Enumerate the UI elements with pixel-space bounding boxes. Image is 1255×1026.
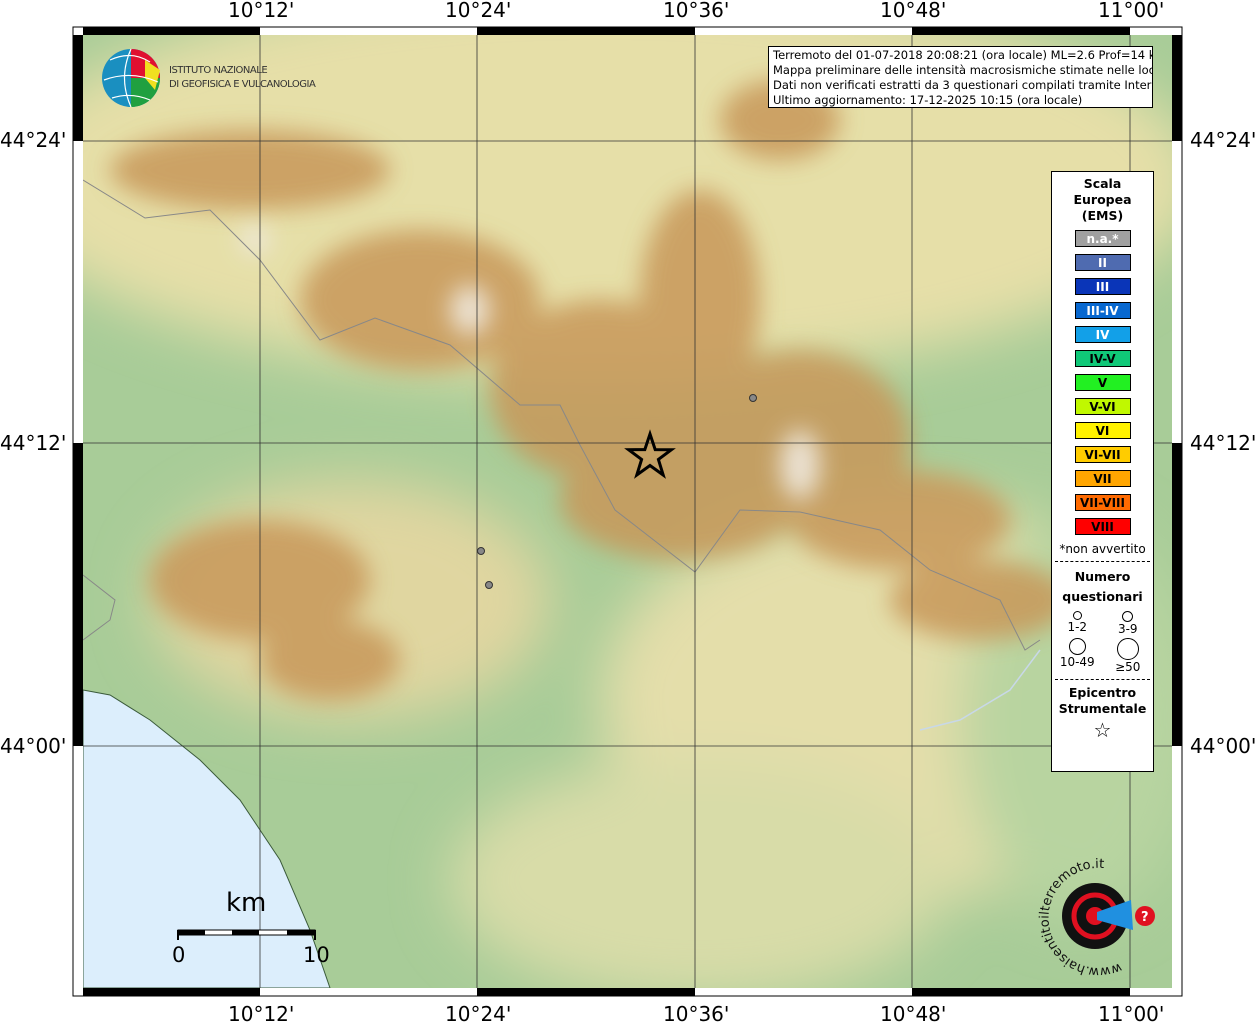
divider [1055,679,1150,680]
tick-bottom: 10°24' [445,1002,512,1026]
intensity-swatch: III [1074,278,1131,295]
intensity-swatch: II [1074,254,1131,271]
scale-end: 10 [303,943,330,967]
questionnaire-point [485,581,493,589]
intensity-swatch: V [1074,374,1131,391]
divider [1055,561,1150,562]
questionnaire-title: questionari [1062,589,1143,604]
star-icon: ☆ [1093,718,1112,742]
q-label: 10-49 [1059,655,1095,669]
logo-line1: ISTITUTO NAZIONALE [169,65,268,76]
legend-title: (EMS) [1081,208,1124,223]
intensity-swatch: VI [1074,422,1131,439]
tick-bottom: 10°36' [663,1002,730,1026]
q-label: ≥50 [1115,660,1141,674]
tick-bottom: 10°12' [228,1002,295,1026]
river [919,649,1041,731]
epicenter-title: Strumentale [1058,701,1147,716]
tick-top: 10°24' [445,0,512,22]
questionnaire-point [749,394,757,402]
circle-xlarge-icon [1116,638,1139,660]
grid-lines [83,35,1172,988]
intensity-swatch: VI-VII [1074,446,1131,463]
intensity-swatch: n.a.* [1074,230,1131,247]
scale-start: 0 [172,943,186,967]
info-line: Ultimo aggiornamento: 17-12-2025 10:15 (… [773,93,1083,107]
tick-right: 44°00' [1190,734,1255,758]
intensity-swatch: V-VI [1074,398,1131,415]
tick-top: 10°36' [663,0,730,22]
intensity-swatch: VII-VIII [1074,494,1131,511]
tick-top: 11°00' [1098,0,1165,22]
intensity-swatch: VIII [1074,518,1131,535]
tick-left: 44°00' [0,734,67,758]
intensity-swatch: III-IV [1074,302,1131,319]
q-label: 1-2 [1067,620,1088,634]
legend: Scala Europea (EMS) n.a.* II III III-IV IV IV… [1051,171,1154,772]
circle-small-icon [1072,611,1082,620]
questionnaire-point [477,547,485,555]
intensity-swatch: VII [1074,470,1131,487]
tick-top: 10°48' [880,0,947,22]
tick-top: 10°12' [228,0,295,22]
ingv-logo-icon [102,48,160,108]
epicenter-title: Epicentro [1068,685,1137,700]
circle-large-icon [1068,638,1086,655]
circle-medium-icon [1122,611,1134,622]
intensity-scale: n.a.* II III III-IV IV IV-V V V-VI VI VI-VII VII VI… [1052,230,1153,535]
scale-bar [177,929,316,940]
legend-title: Europea [1073,192,1132,207]
q-label: 3-9 [1117,622,1138,636]
legend-title: Scala [1083,176,1122,191]
event-info-box: Terremoto del 01-07-2018 20:08:21 (ora l… [768,46,1153,108]
boundary-line [83,574,116,641]
info-line: Terremoto del 01-07-2018 20:08:21 (ora l… [773,48,1153,62]
epicenter-star-icon [624,429,676,479]
terrain: ? www.haisentitoilterremoto.it [83,35,1172,988]
tick-right: 44°12' [1190,431,1255,455]
logo-line2: DI GEOFISICA E VULCANOLOGIA [169,79,316,90]
tick-bottom: 11°00' [1098,1002,1165,1026]
tick-bottom: 10°48' [880,1002,947,1026]
questionnaire-title: Numero [1074,569,1131,584]
svg-text:?: ? [1141,910,1149,925]
info-line: Mappa preliminare delle intensità macros… [773,63,1153,77]
scale-unit: km [226,888,267,918]
intensity-swatch: IV-V [1074,350,1131,367]
intensity-swatch: IV [1074,326,1131,343]
legend-note: *non avvertito [1059,542,1146,556]
frame-bands [73,27,1182,996]
tick-left: 44°12' [0,431,67,455]
tick-left: 44°24' [0,128,67,152]
info-line: Dati non verificati estratti da 3 questi… [773,78,1153,92]
tick-right: 44°24' [1190,128,1255,152]
